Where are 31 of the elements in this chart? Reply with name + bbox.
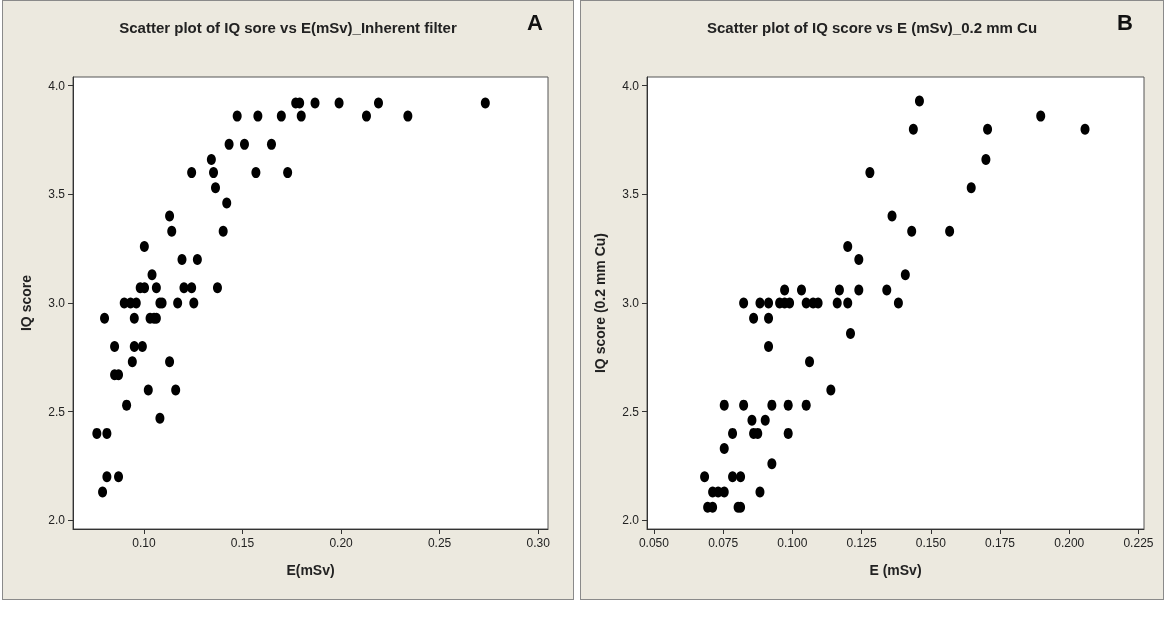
x-tick-label: 0.125	[846, 536, 877, 550]
x-axis-title: E (mSv)	[869, 562, 922, 578]
y-tick-label: 3.5	[48, 187, 66, 202]
x-tick-label: 0.225	[1123, 536, 1154, 550]
y-tick-label: 3.5	[622, 187, 640, 202]
y-tick-label: 2.0	[622, 513, 640, 528]
x-tick-label: 0.150	[915, 536, 947, 550]
x-tick-label: 0.075	[708, 536, 739, 550]
chart-title: Scatter plot of IQ sore vs E(mSv)_Inherent filter	[119, 19, 457, 36]
y-tick-label: 2.0	[48, 513, 66, 528]
text: B	[1117, 9, 1133, 35]
x-tick-label: 0.25	[427, 536, 452, 550]
y-tick-label: 3.0	[48, 296, 66, 310]
x-tick-label: 0.175	[985, 536, 1016, 550]
x-tick-label: 0.200	[1054, 536, 1085, 550]
y-tick-label: 3.0	[622, 296, 640, 310]
x-axis-title: E(mSv)	[286, 562, 335, 578]
y-tick-label: 2.5	[48, 404, 66, 419]
chart-title: Scatter plot of IQ score vs E (mSv)_0.2 mm Cu	[706, 19, 1038, 36]
y-tick-label: 2.5	[622, 404, 640, 419]
x-tick-label: 0.30	[526, 536, 551, 550]
x-tick-label: 0.100	[777, 536, 808, 550]
y-tick-label: 4.0	[622, 78, 640, 93]
y-axis-title: IQ score (0.2 mm Cu)	[592, 232, 608, 374]
y-tick-label: 4.0	[48, 78, 66, 93]
x-tick-label: 0.15	[230, 536, 255, 550]
x-tick-label: 0.20	[329, 536, 354, 550]
y-axis-title: IQ score	[18, 274, 34, 332]
x-tick-label: 0.10	[132, 536, 156, 550]
x-tick-label: 0.050	[638, 536, 670, 550]
text: A	[527, 9, 544, 35]
